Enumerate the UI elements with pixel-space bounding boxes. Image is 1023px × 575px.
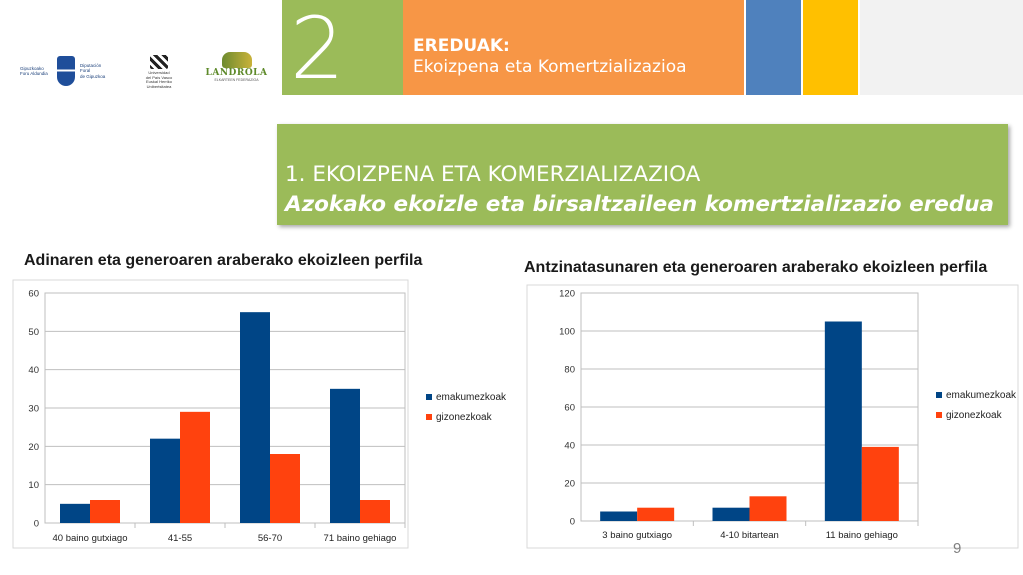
chart2-bar-gizonezkoak	[637, 507, 675, 521]
section-banner: 1. EKOIZPENA ETA KOMERZIALIZAZIOA Azokak…	[277, 124, 1008, 225]
section-label-block: EREDUAK: Ekoizpena eta Komertzializazioa	[403, 0, 744, 95]
chart1-y-tick-label: 0	[34, 519, 39, 530]
chart2-legend-swatch	[936, 392, 942, 398]
chart1-bar-emakumezkoak	[60, 503, 90, 523]
logo-text-line: Unibertsitatea	[146, 83, 172, 89]
chart2-title: Antzinatasunaren eta generoaren araberak…	[524, 259, 988, 276]
logo-text-line: Gipuzkoako	[20, 65, 44, 71]
chart1-y-tick-label: 20	[28, 442, 39, 453]
banner-subtitle: Azokako ekoizle eta birsaltzaileen komer…	[285, 192, 995, 217]
chart1-category-label: 56-70	[258, 533, 282, 544]
chart1-legend-swatch	[426, 414, 432, 420]
chart2-bar-gizonezkoak	[749, 496, 787, 521]
logo-text-line: Foru Aldundia	[20, 71, 48, 76]
chart1-bar-gizonezkoak	[360, 500, 390, 523]
landola-wordmark: LANDROLA	[205, 68, 268, 78]
chart2-y-tick-label: 100	[559, 327, 575, 338]
chart2-y-tick-label: 40	[564, 441, 575, 452]
chart1-bar-gizonezkoak	[270, 454, 300, 523]
chart1-bar-emakumezkoak	[150, 438, 180, 523]
upv-ehu-mark-icon	[150, 55, 168, 69]
logo-text-line: de Gipuzkoa	[80, 73, 106, 79]
gipuzkoa-crest-icon	[57, 56, 75, 86]
chart2-category-label: 11 baino gehiago	[826, 530, 898, 541]
chart2-y-tick-label: 0	[570, 517, 575, 528]
chart2-bar-emakumezkoak	[600, 511, 638, 521]
chart1-legend-swatch	[426, 394, 432, 400]
chart1-legend-label: emakumezkoak	[436, 392, 507, 403]
chart1-y-tick-label: 60	[28, 289, 39, 300]
logo-text-line: Universidad	[148, 70, 170, 75]
chart1-bar-emakumezkoak	[330, 388, 360, 523]
landola-figure-icon	[221, 52, 252, 68]
chart2-legend-label: gizonezkoak	[946, 410, 1003, 421]
chart2-y-tick-label: 80	[564, 365, 575, 376]
chart2-y-tick-label: 20	[564, 479, 575, 490]
chart1-y-tick-label: 10	[28, 480, 39, 491]
chart2-category-label: 4-10 bitartean	[720, 530, 779, 541]
gipuzkoa-logo: Gipuzkoako Foru Aldundia Diputación Fora…	[20, 52, 115, 90]
chart1-bar-gizonezkoak	[90, 500, 120, 523]
header-grey-block	[860, 0, 1023, 95]
logo-text-line: del País Vasco	[145, 74, 173, 80]
chart2-bar-gizonezkoak	[861, 446, 899, 521]
chart1-category-label: 40 baino gutxiago	[52, 533, 127, 544]
landola-subtitle: ELKARTEEN FEDERAZIOA	[214, 78, 259, 82]
chart1-y-tick-label: 50	[28, 327, 39, 338]
section-number-block: 2	[282, 0, 403, 95]
logo-area: Gipuzkoako Foru Aldundia Diputación Fora…	[0, 0, 282, 95]
header-yellow-block	[803, 0, 858, 95]
logo-text-line: Diputación Foral	[80, 62, 102, 74]
chart1-bar-gizonezkoak	[180, 411, 210, 523]
chart1-legend-label: gizonezkoak	[436, 412, 493, 423]
logo-text-line: Euskal Herriko	[145, 79, 172, 84]
upv-ehu-logo: Universidad del País Vasco Euskal Herrik…	[133, 55, 185, 89]
landola-logo: LANDROLA ELKARTEEN FEDERAZIOA	[206, 52, 267, 92]
chart1-category-label: 71 baino gehiago	[324, 533, 397, 544]
section-number: 2	[290, 0, 345, 95]
gipuzkoa-logo-text-right: Diputación Foral de Gipuzkoa	[80, 63, 112, 80]
upv-ehu-logo-text: Universidad del País Vasco Euskal Herrik…	[145, 70, 173, 89]
chart2-category-label: 3 baino gutxiago	[602, 530, 672, 541]
chart2-legend-swatch	[936, 412, 942, 418]
page-number: 9	[953, 540, 962, 557]
chart1-title: Adinaren eta generoaren araberako ekoizl…	[24, 252, 423, 269]
chart1-bar-emakumezkoak	[240, 312, 270, 523]
section-label-line1: EREDUAK:	[413, 36, 510, 56]
chart1-y-tick-label: 40	[28, 365, 39, 376]
chart2-bar-emakumezkoak	[712, 507, 750, 521]
section-label-line2: Ekoizpena eta Komertzializazioa	[413, 57, 687, 77]
header-blue-block	[746, 0, 801, 95]
gipuzkoa-logo-text-left: Gipuzkoako Foru Aldundia	[20, 66, 52, 77]
banner-title: 1. EKOIZPENA ETA KOMERZIALIZAZIOA	[285, 162, 701, 187]
chart2-bar-emakumezkoak	[824, 321, 862, 521]
chart2-y-tick-label: 60	[564, 403, 575, 414]
chart2-y-tick-label: 120	[559, 289, 575, 300]
chart1-y-tick-label: 30	[28, 404, 39, 415]
chart2-legend-label: emakumezkoak	[946, 390, 1017, 401]
chart1-category-label: 41-55	[168, 533, 192, 544]
